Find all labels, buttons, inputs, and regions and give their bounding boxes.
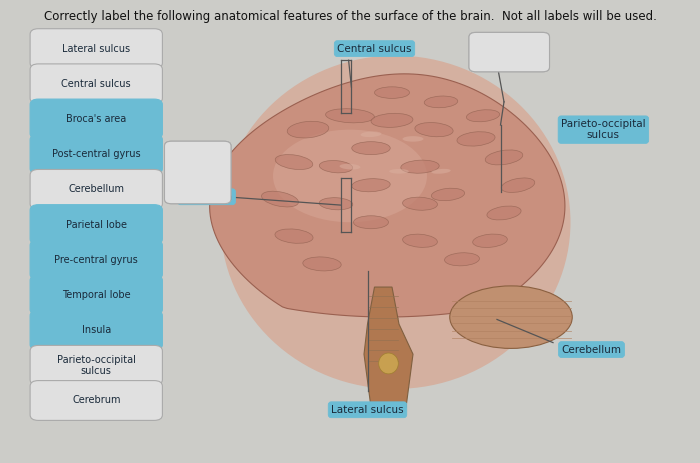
Text: Cerebellum: Cerebellum [561, 344, 622, 355]
Text: Cerebrum: Cerebrum [181, 192, 232, 202]
Ellipse shape [351, 142, 391, 155]
FancyBboxPatch shape [30, 169, 162, 209]
Ellipse shape [275, 229, 313, 244]
Text: Correctly label the following anatomical features of the surface of the brain.  : Correctly label the following anatomical… [43, 10, 657, 23]
Ellipse shape [371, 113, 413, 127]
Ellipse shape [424, 96, 458, 108]
Ellipse shape [303, 257, 341, 271]
Ellipse shape [287, 121, 329, 138]
Ellipse shape [340, 164, 360, 169]
FancyBboxPatch shape [30, 310, 162, 350]
Polygon shape [209, 74, 565, 317]
Text: Central sulcus: Central sulcus [337, 44, 412, 54]
Text: Lateral sulcus: Lateral sulcus [331, 405, 404, 415]
Ellipse shape [401, 160, 439, 173]
FancyBboxPatch shape [164, 141, 231, 204]
Ellipse shape [275, 155, 313, 169]
Ellipse shape [485, 150, 523, 165]
Ellipse shape [457, 131, 495, 146]
FancyBboxPatch shape [469, 32, 550, 72]
Ellipse shape [501, 178, 535, 193]
Ellipse shape [374, 87, 409, 98]
Ellipse shape [487, 206, 521, 220]
Ellipse shape [473, 234, 508, 247]
Text: Parieto-occipital
sulcus: Parieto-occipital sulcus [561, 119, 645, 140]
FancyBboxPatch shape [30, 64, 162, 104]
Text: Post-central gyrus: Post-central gyrus [52, 149, 141, 159]
Ellipse shape [352, 179, 390, 192]
Text: Parietal lobe: Parietal lobe [66, 219, 127, 230]
Text: Cerebellum: Cerebellum [69, 184, 125, 194]
Ellipse shape [379, 353, 398, 374]
Ellipse shape [360, 131, 382, 137]
Ellipse shape [319, 161, 353, 173]
Text: Insula: Insula [82, 325, 111, 335]
Ellipse shape [354, 216, 388, 229]
Ellipse shape [402, 234, 438, 247]
Ellipse shape [415, 123, 453, 137]
Text: Parieto-occipital
sulcus: Parieto-occipital sulcus [57, 355, 136, 376]
FancyBboxPatch shape [30, 134, 162, 174]
Ellipse shape [431, 169, 451, 174]
Ellipse shape [273, 130, 427, 222]
FancyBboxPatch shape [30, 275, 162, 315]
Ellipse shape [402, 136, 423, 142]
Ellipse shape [431, 188, 465, 200]
Text: Pre-central gyrus: Pre-central gyrus [55, 255, 138, 265]
Polygon shape [364, 287, 413, 417]
Ellipse shape [319, 198, 353, 210]
FancyBboxPatch shape [30, 381, 162, 420]
Text: Central sulcus: Central sulcus [62, 79, 131, 89]
Ellipse shape [262, 191, 298, 207]
FancyBboxPatch shape [30, 240, 162, 280]
FancyBboxPatch shape [30, 99, 162, 139]
Ellipse shape [326, 109, 374, 123]
Text: Cerebrum: Cerebrum [72, 395, 120, 406]
FancyBboxPatch shape [469, 32, 550, 72]
Ellipse shape [389, 169, 409, 174]
Ellipse shape [402, 197, 438, 210]
FancyBboxPatch shape [30, 205, 162, 244]
Ellipse shape [220, 56, 570, 389]
FancyBboxPatch shape [30, 345, 162, 385]
FancyBboxPatch shape [164, 141, 231, 204]
FancyBboxPatch shape [30, 29, 162, 69]
Ellipse shape [449, 286, 573, 348]
Text: Broca's area: Broca's area [66, 114, 127, 124]
Ellipse shape [466, 110, 500, 122]
Ellipse shape [444, 253, 480, 266]
Text: Lateral sulcus: Lateral sulcus [62, 44, 130, 54]
Text: Temporal lobe: Temporal lobe [62, 290, 131, 300]
